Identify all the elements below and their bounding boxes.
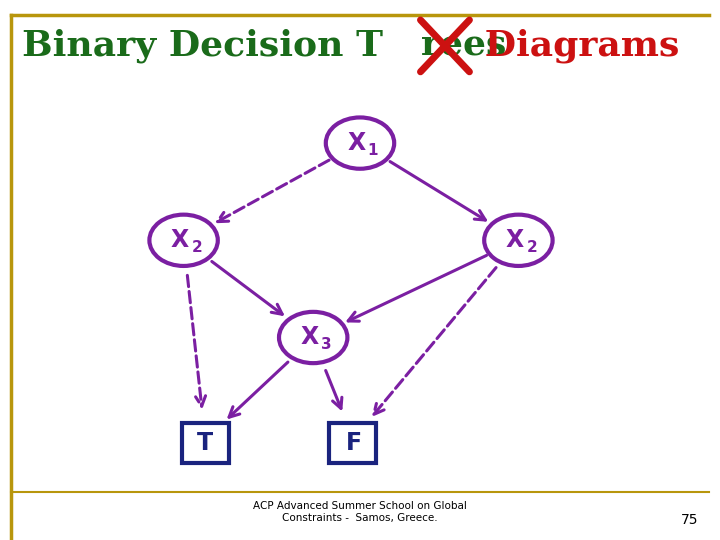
- Text: $\mathbf{2}$: $\mathbf{2}$: [191, 239, 202, 255]
- Text: 75: 75: [681, 512, 698, 526]
- Text: $\mathbf{X}$: $\mathbf{X}$: [346, 131, 366, 155]
- Text: ACP Advanced Summer School on Global
Constraints -  Samos, Greece.: ACP Advanced Summer School on Global Con…: [253, 501, 467, 523]
- Text: $\mathbf{X}$: $\mathbf{X}$: [300, 326, 320, 349]
- Text: $\mathbf{T}$: $\mathbf{T}$: [196, 431, 215, 455]
- Text: $\mathbf{X}$: $\mathbf{X}$: [505, 228, 525, 252]
- Text: Binary Decision T: Binary Decision T: [22, 29, 382, 63]
- Text: $\mathbf{1}$: $\mathbf{1}$: [367, 141, 379, 158]
- Text: Diagrams: Diagrams: [472, 29, 679, 63]
- Text: rees: rees: [421, 29, 507, 63]
- Text: $\mathbf{X}$: $\mathbf{X}$: [170, 228, 190, 252]
- Text: $\mathbf{3}$: $\mathbf{3}$: [320, 336, 332, 352]
- Text: $\mathbf{F}$: $\mathbf{F}$: [345, 431, 361, 455]
- Text: $\mathbf{2}$: $\mathbf{2}$: [526, 239, 537, 255]
